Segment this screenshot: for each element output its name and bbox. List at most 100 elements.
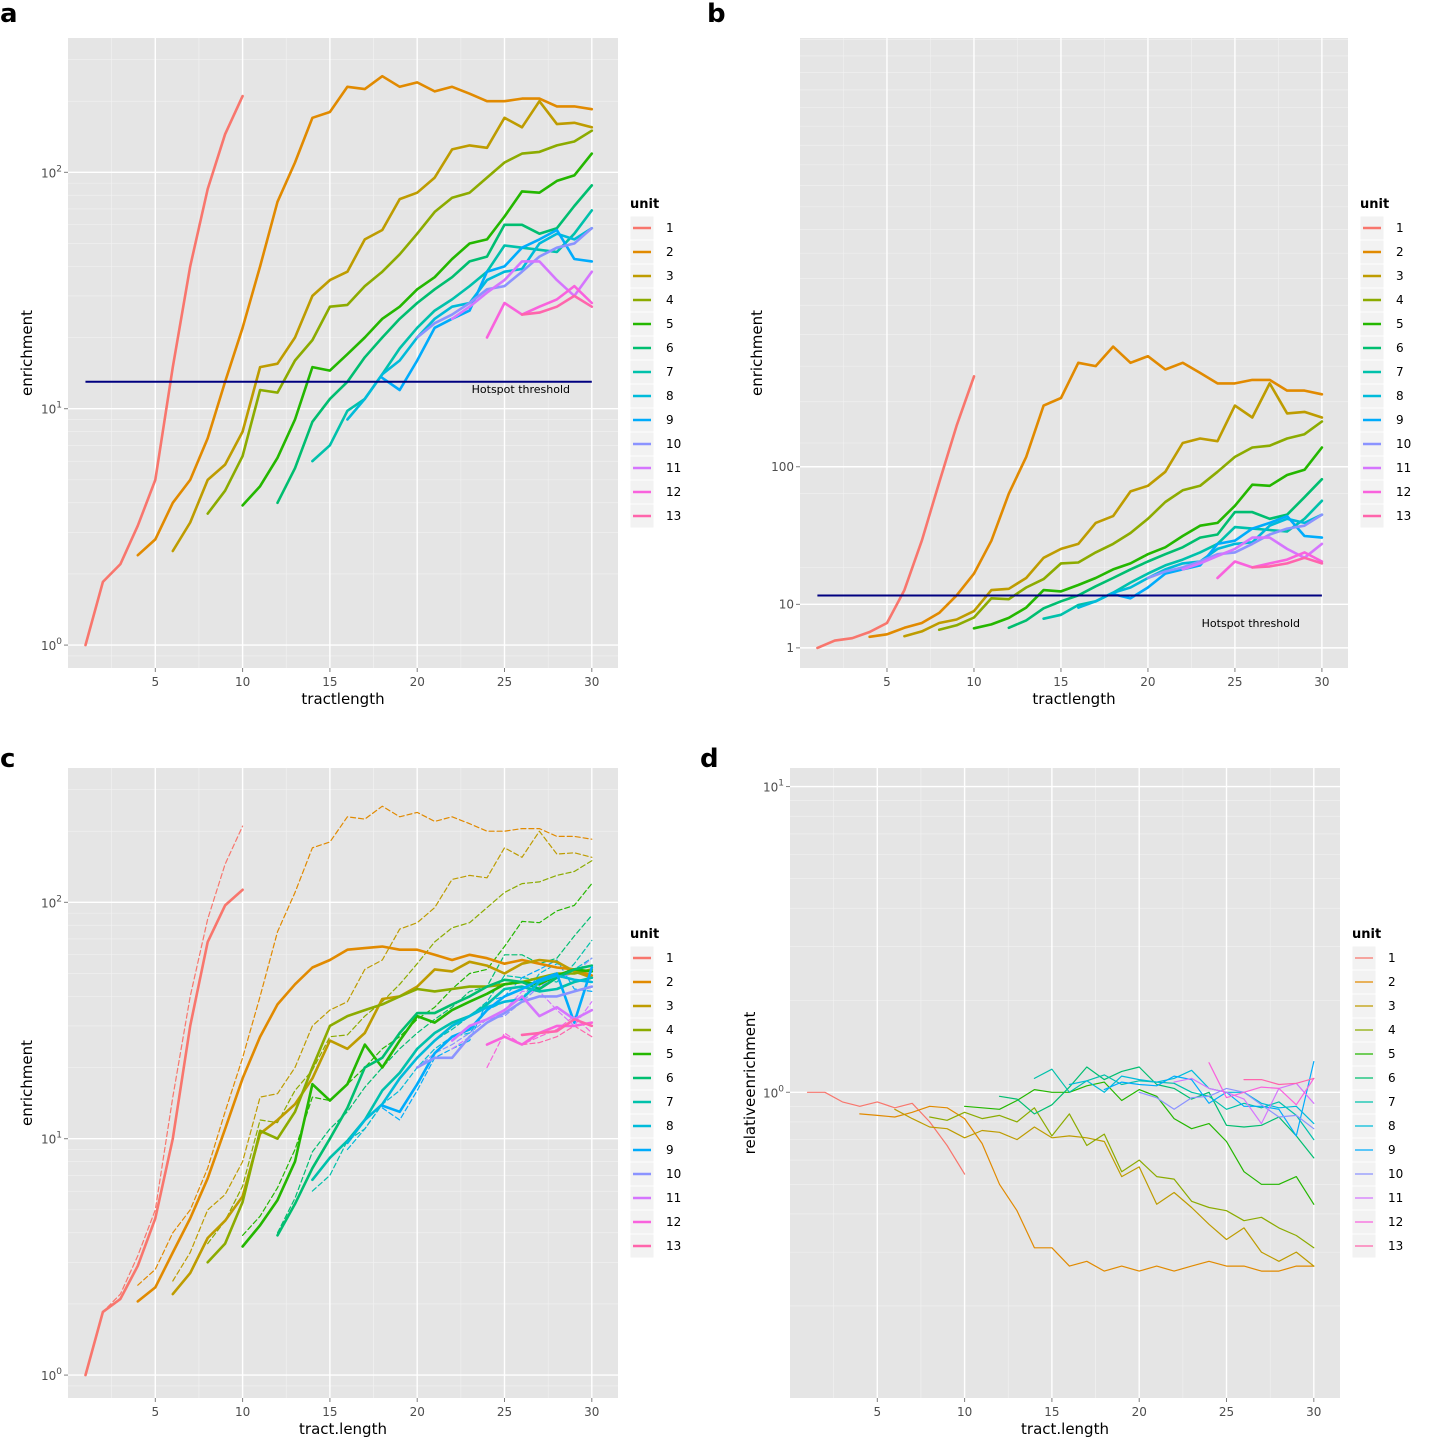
series-line-unit-6 bbox=[998, 1066, 1315, 1159]
series-line-unit-2 bbox=[868, 345, 1324, 639]
grid bbox=[68, 38, 618, 668]
panel-b: b5 10 15 20 25 30110100tractlengthenrichmentH… bbox=[707, 0, 1411, 708]
legend-label: 2 bbox=[666, 975, 674, 989]
plot-background bbox=[800, 38, 1348, 668]
series-line-unit-9 bbox=[380, 228, 594, 392]
series-line-unit-13 bbox=[1243, 1077, 1315, 1086]
series-line-unit-7 bbox=[311, 209, 594, 463]
series-line-unit-10 bbox=[1138, 1087, 1315, 1130]
legend-label: 4 bbox=[666, 293, 674, 307]
series-line-unit-3-dashed bbox=[172, 830, 593, 1282]
series-lines bbox=[84, 74, 594, 647]
series-line-unit-13 bbox=[1251, 556, 1324, 569]
x-tick-label: 30 bbox=[1306, 1405, 1321, 1419]
series-line-unit-12 bbox=[1216, 551, 1324, 580]
x-axis-title: tractlength bbox=[1032, 690, 1115, 708]
series-line-unit-13 bbox=[520, 294, 594, 316]
legend-label: 7 bbox=[666, 1095, 674, 1109]
legend-label: 9 bbox=[1396, 413, 1404, 427]
x-tick-label: 30 bbox=[584, 675, 599, 689]
series-line-unit-5 bbox=[972, 446, 1324, 630]
panel-letter: c bbox=[0, 744, 15, 774]
legend-label: 11 bbox=[1388, 1191, 1403, 1205]
y-tick-label: 102 bbox=[41, 894, 62, 910]
legend-label: 8 bbox=[1388, 1119, 1396, 1133]
grid bbox=[68, 768, 618, 1398]
legend-title: unit bbox=[630, 927, 659, 942]
hotspot-threshold-label: Hotspot threshold bbox=[472, 383, 570, 396]
series-lines bbox=[806, 1060, 1315, 1272]
x-tick-label: 5 bbox=[883, 675, 891, 689]
series-line-unit-9 bbox=[380, 966, 594, 1114]
x-axis-title: tract.length bbox=[299, 1420, 387, 1438]
series-line-unit-12 bbox=[485, 284, 594, 339]
series-line-unit-10 bbox=[1146, 513, 1324, 580]
x-tick-label: 15 bbox=[322, 1405, 337, 1419]
plot-background bbox=[68, 38, 618, 668]
legend-label: 13 bbox=[1388, 1239, 1403, 1253]
legend-title: unit bbox=[1352, 927, 1381, 942]
legend-label: 9 bbox=[1388, 1143, 1396, 1157]
legend-label: 5 bbox=[1388, 1047, 1396, 1061]
legend-label: 8 bbox=[666, 389, 674, 403]
panel-a: a5 10 15 20 25 30100101102tractlengthenrichme… bbox=[0, 0, 681, 708]
x-tick-label: 20 bbox=[1140, 675, 1155, 689]
legend-label: 11 bbox=[666, 1191, 681, 1205]
series-line-unit-10 bbox=[415, 226, 594, 339]
series-line-unit-4 bbox=[929, 1107, 1315, 1249]
legend-label: 12 bbox=[666, 1215, 681, 1229]
series-line-unit-3 bbox=[171, 958, 594, 1296]
legend-label: 10 bbox=[1388, 1167, 1403, 1181]
x-tick-label: 25 bbox=[497, 675, 512, 689]
x-tick-label: 15 bbox=[1053, 675, 1068, 689]
grid bbox=[790, 768, 1340, 1398]
series-line-unit-1 bbox=[816, 375, 976, 650]
panel-c: c5 10 15 20 25 30100101102tract.lengthenrichm… bbox=[0, 744, 681, 1438]
legend-label: 8 bbox=[1396, 389, 1404, 403]
series-lines bbox=[84, 805, 594, 1377]
series-line-unit-8 bbox=[346, 974, 594, 1145]
plot-background bbox=[790, 768, 1340, 1398]
series-line-unit-4-dashed bbox=[207, 860, 593, 1245]
series-line-unit-1 bbox=[84, 888, 244, 1377]
legend-label: 9 bbox=[666, 413, 674, 427]
series-line-unit-10 bbox=[415, 985, 594, 1069]
legend-label: 5 bbox=[1396, 317, 1404, 331]
legend-label: 9 bbox=[666, 1143, 674, 1157]
series-line-unit-2 bbox=[859, 1105, 1315, 1272]
x-tick-label: 10 bbox=[235, 675, 250, 689]
x-tick-label: 30 bbox=[1314, 675, 1329, 689]
legend-label: 3 bbox=[666, 999, 674, 1013]
series-line-unit-2-dashed bbox=[137, 805, 593, 1286]
series-line-unit-1 bbox=[806, 1091, 966, 1175]
legend-label: 1 bbox=[1396, 221, 1404, 235]
legend-label: 12 bbox=[1396, 485, 1411, 499]
legend-title: unit bbox=[630, 197, 659, 212]
hotspot-threshold-label: Hotspot threshold bbox=[1202, 617, 1300, 630]
y-tick-label: 100 bbox=[41, 637, 62, 653]
series-line-unit-3 bbox=[894, 1108, 1315, 1267]
series-line-unit-3 bbox=[171, 99, 594, 553]
panel-letter: a bbox=[0, 0, 18, 29]
legend-label: 2 bbox=[666, 245, 674, 259]
legend-label: 6 bbox=[1388, 1071, 1396, 1085]
y-axis-title: enrichment bbox=[748, 310, 766, 396]
x-tick-label: 25 bbox=[497, 1405, 512, 1419]
legend-label: 10 bbox=[1396, 437, 1411, 451]
series-line-unit-5 bbox=[241, 152, 594, 507]
panel-d: d5 10 15 20 25 30100101tract.lengthrelativeen… bbox=[700, 744, 1403, 1438]
series-line-unit-4 bbox=[206, 129, 594, 515]
legend-label: 5 bbox=[666, 317, 674, 331]
y-axis-title: enrichment bbox=[18, 310, 36, 396]
x-tick-label: 10 bbox=[235, 1405, 250, 1419]
series-line-unit-4 bbox=[206, 968, 594, 1264]
series-line-unit-1-dashed bbox=[84, 825, 244, 1376]
series-line-unit-13-dashed bbox=[521, 1025, 593, 1046]
legend-label: 2 bbox=[1388, 975, 1396, 989]
legend-label: 7 bbox=[1396, 365, 1404, 379]
legend-label: 13 bbox=[666, 509, 681, 523]
series-line-unit-2 bbox=[136, 74, 594, 557]
legend-label: 13 bbox=[1396, 509, 1411, 523]
series-line-unit-2 bbox=[136, 945, 594, 1303]
